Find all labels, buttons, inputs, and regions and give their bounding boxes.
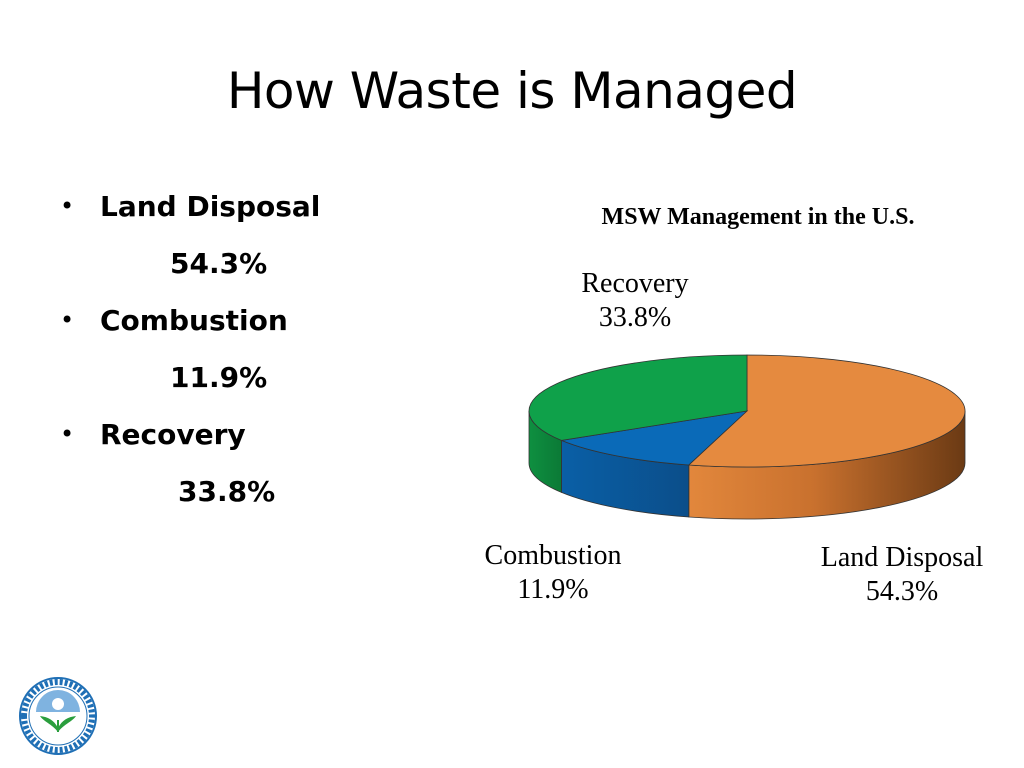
bullet-value: 54.3% xyxy=(170,247,268,280)
epa-seal-icon xyxy=(19,677,97,755)
pie-slice xyxy=(687,354,966,468)
bullet-label: Combustion xyxy=(100,304,288,337)
bullet-label: Land Disposal xyxy=(100,190,321,223)
slice-value: 33.8% xyxy=(599,302,671,333)
slide-title: How Waste is Managed xyxy=(226,62,798,120)
bullet-icon: • xyxy=(60,192,75,220)
bullet-value: 33.8% xyxy=(178,475,276,508)
slice-label: Combustion xyxy=(485,540,622,571)
bullet-icon: • xyxy=(60,306,75,334)
slice-value: 11.9% xyxy=(517,574,588,605)
slice-label: Recovery xyxy=(581,268,688,299)
chart-title: MSW Management in the U.S. xyxy=(602,204,915,230)
slice-value: 54.3% xyxy=(866,576,938,607)
slice-label: Land Disposal xyxy=(821,542,984,573)
pie-slice xyxy=(528,354,748,441)
pie-chart: MSW Management in the U.S. Land Disposal… xyxy=(485,204,984,607)
bullet-value: 11.9% xyxy=(170,361,268,394)
bullet-icon: • xyxy=(60,420,75,448)
pie-slice xyxy=(560,410,749,466)
bullet-label: Recovery xyxy=(100,418,246,451)
